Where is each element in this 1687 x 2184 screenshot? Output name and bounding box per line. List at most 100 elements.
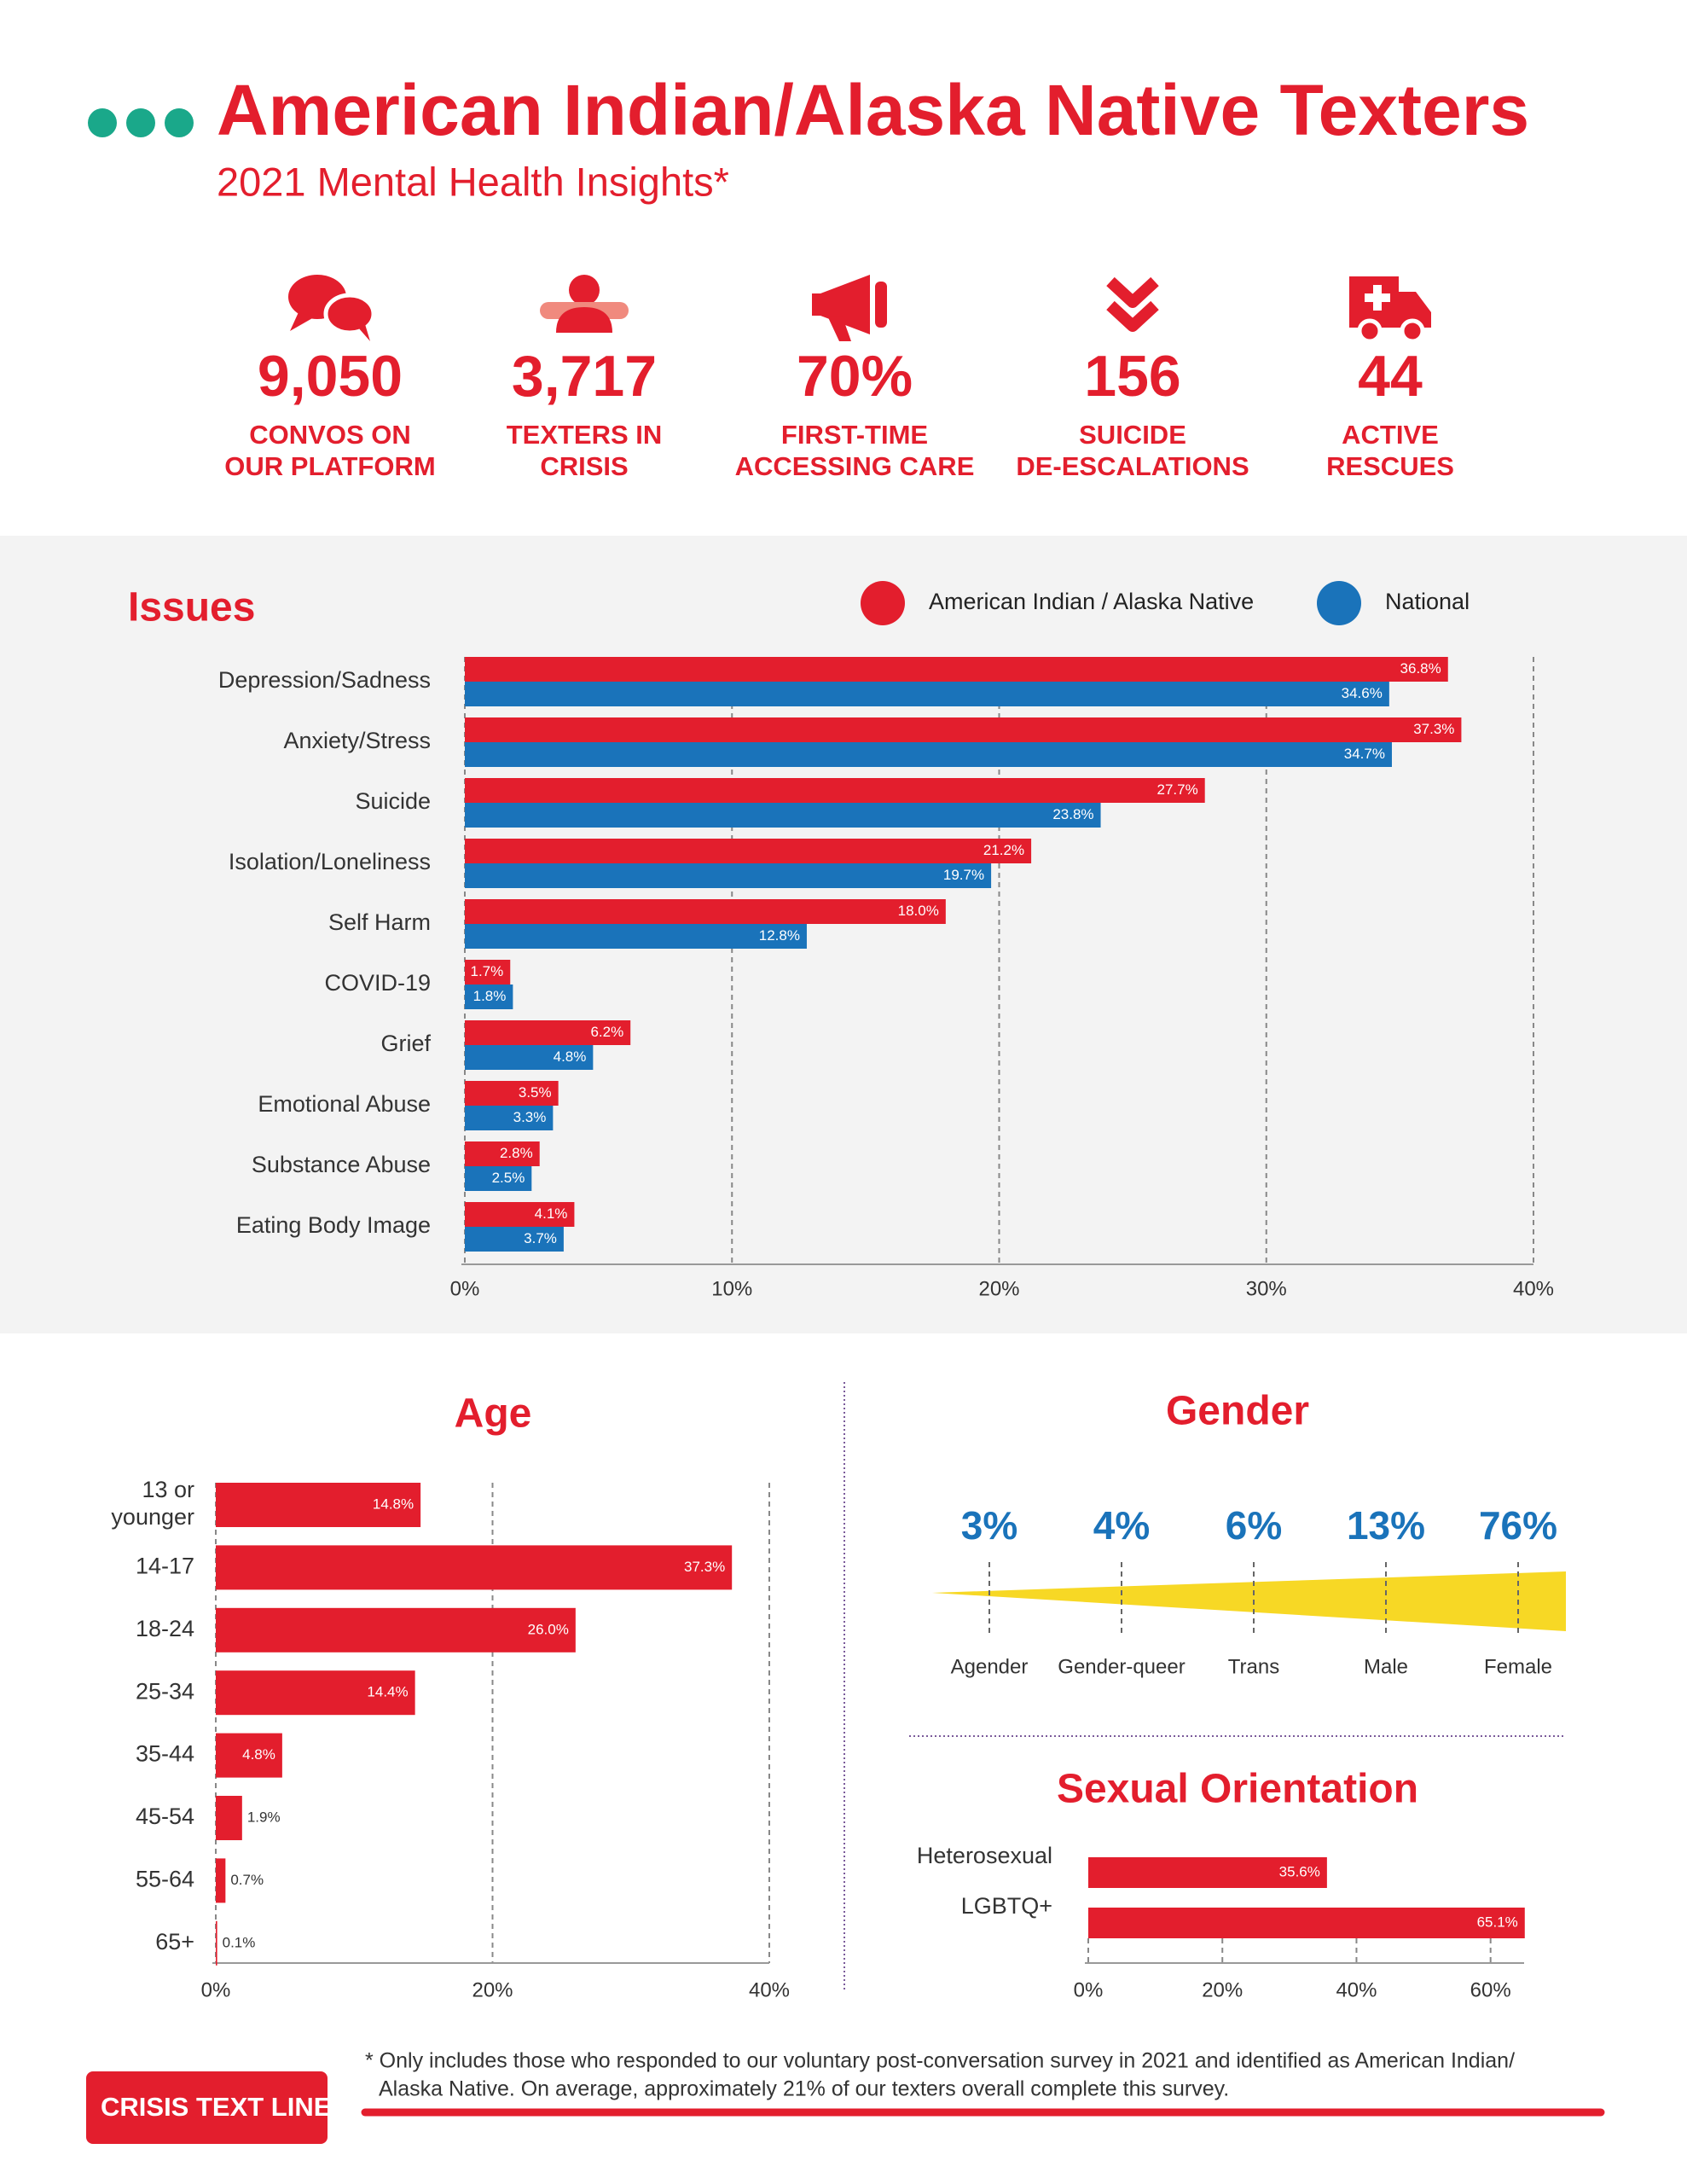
icon-person: [540, 275, 629, 333]
value-label: 37.3%: [684, 1559, 725, 1575]
bar: [465, 682, 1389, 706]
bar: [465, 1166, 532, 1191]
value-label: 2.5%: [492, 1170, 525, 1186]
value-label: 13%: [1347, 1503, 1425, 1548]
value-label: 35.6%: [1279, 1863, 1320, 1879]
category-label: 65+: [155, 1929, 194, 1955]
value-label: 18.0%: [898, 903, 939, 919]
value-label: 23.8%: [1052, 806, 1093, 822]
bar: [465, 839, 1032, 863]
value-label: 14.4%: [367, 1684, 408, 1700]
chart-title: Age: [455, 1391, 532, 1437]
legend-label: National: [1385, 589, 1470, 614]
stat-value: 3,717: [512, 344, 657, 409]
subtitle: 2021 Mental Health Insights*: [217, 159, 729, 204]
category-label: Heterosexual: [917, 1843, 1052, 1868]
x-tick-label: 10%: [711, 1277, 752, 1300]
stat-value: 70%: [797, 344, 913, 409]
bar: [216, 1920, 217, 1966]
value-label: 37.3%: [1413, 721, 1454, 737]
bar: [1088, 1857, 1327, 1888]
x-tick-label: 60%: [1470, 1978, 1511, 2001]
value-label: 65.1%: [1477, 1914, 1518, 1930]
logo: CRISIS TEXT LINE |: [101, 2092, 346, 2122]
legend-swatch: [861, 581, 905, 625]
bar: [465, 717, 1462, 742]
category-label: 55-64: [136, 1867, 194, 1892]
stat-value: 44: [1358, 344, 1423, 409]
value-label: 1.7%: [471, 963, 504, 979]
title: American Indian/Alaska Native Texters: [217, 70, 1529, 150]
stat-value: 156: [1084, 344, 1180, 409]
value-label: 36.8%: [1400, 660, 1441, 677]
bar: [216, 1545, 733, 1590]
category-label: 14-17: [136, 1554, 194, 1579]
value-label: 0.1%: [223, 1934, 256, 1950]
value-label: 1.9%: [247, 1809, 281, 1825]
category-label: Grief: [380, 1031, 431, 1056]
value-label: 76%: [1479, 1503, 1557, 1548]
value-label: 6%: [1226, 1503, 1282, 1548]
stat-label: FIRST-TIME: [781, 420, 928, 450]
category-label: Eating Body Image: [236, 1212, 431, 1238]
value-label: 4.1%: [535, 1205, 568, 1222]
value-label: 21.2%: [983, 842, 1024, 858]
bar: [465, 778, 1205, 803]
bar: [465, 803, 1101, 828]
category-label: Emotional Abuse: [258, 1091, 431, 1117]
stat-label: CONVOS ON: [249, 420, 410, 450]
stat-label: RESCUES: [1326, 451, 1454, 481]
bar: [465, 960, 511, 985]
category-label: Anxiety/Stress: [283, 728, 431, 753]
x-tick-label: 40%: [1336, 1978, 1377, 2001]
footnote: Alaska Native. On average, approximately…: [379, 2077, 1229, 2101]
x-tick-label: 0%: [1074, 1978, 1104, 2001]
bar: [465, 863, 992, 888]
value-label: 12.8%: [759, 927, 800, 944]
bar: [465, 1227, 564, 1252]
category-label: COVID-19: [324, 970, 431, 996]
category-label: Suicide: [355, 788, 431, 814]
bar: [465, 1020, 631, 1045]
category-label: LGBTQ+: [961, 1893, 1052, 1919]
bar: [216, 1858, 226, 1903]
category-label: 25-34: [136, 1678, 194, 1704]
value-label: 14.8%: [373, 1496, 414, 1512]
stat-value: 9,050: [258, 344, 403, 409]
chart-title: Issues: [128, 585, 255, 630]
value-label: 26.0%: [528, 1621, 569, 1637]
bar: [465, 657, 1448, 682]
category-label: Agender: [951, 1655, 1029, 1678]
value-label: 4%: [1093, 1503, 1150, 1548]
value-label: 3.3%: [513, 1109, 547, 1125]
bar: [216, 1733, 282, 1778]
category-label: 45-54: [136, 1804, 194, 1829]
value-label: 0.7%: [230, 1872, 264, 1888]
value-label: 3%: [961, 1503, 1017, 1548]
x-tick-label: 0%: [201, 1978, 231, 2001]
category-label: 35-44: [136, 1741, 194, 1767]
bar: [216, 1796, 242, 1840]
bar: [465, 742, 1392, 767]
icon-chevrons: [1106, 276, 1159, 332]
bar: [465, 1045, 594, 1070]
gender-wedge: [932, 1571, 1566, 1631]
bar: [1088, 1908, 1525, 1938]
stat-label: SUICIDE: [1079, 420, 1186, 450]
dots: [88, 108, 194, 137]
chart-title: Gender: [1166, 1389, 1309, 1434]
x-tick-label: 30%: [1246, 1277, 1287, 1300]
value-label: 1.8%: [473, 988, 507, 1004]
value-label: 19.7%: [943, 867, 984, 883]
category-label: 18-24: [136, 1616, 194, 1641]
value-label: 4.8%: [554, 1048, 587, 1065]
value-label: 27.7%: [1157, 781, 1197, 798]
bar: [216, 1483, 421, 1527]
icon-chat: [288, 275, 376, 341]
stat-label: CRISIS: [540, 451, 628, 481]
category-label: Isolation/Loneliness: [229, 849, 431, 874]
stat-label: ACCESSING CARE: [735, 451, 975, 481]
category-label: Male: [1364, 1655, 1408, 1678]
category-label: 13 or younger: [111, 1477, 194, 1530]
